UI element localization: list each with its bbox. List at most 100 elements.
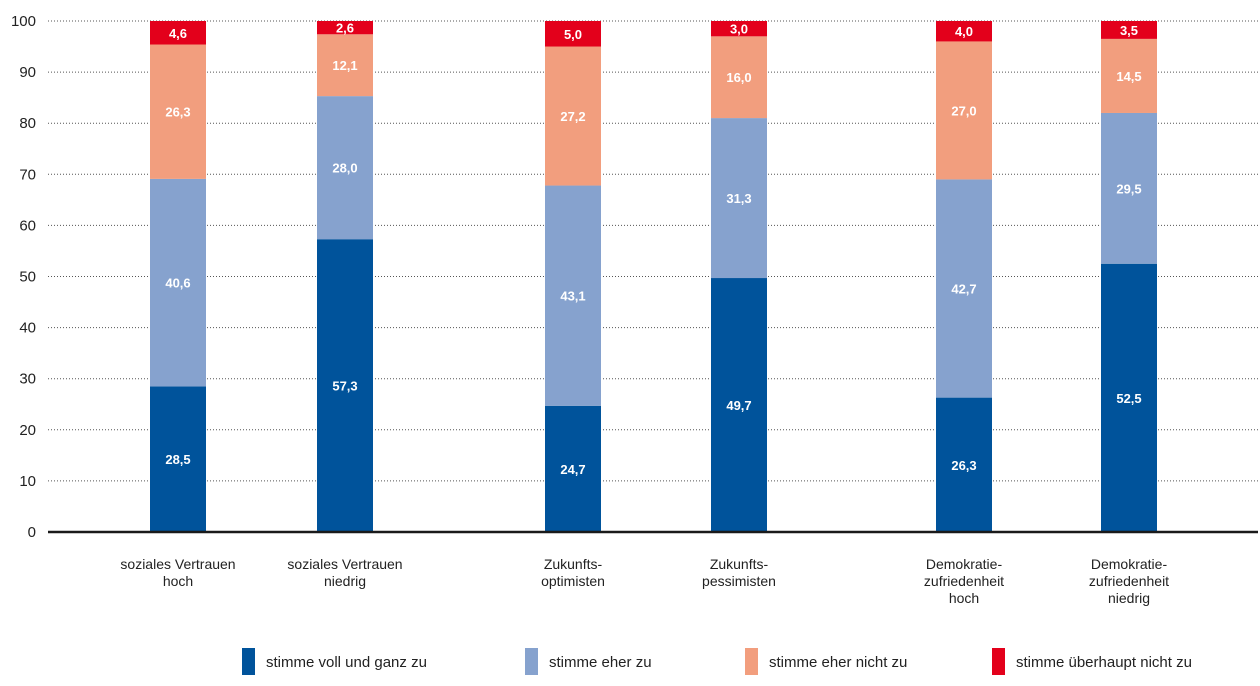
- data-label: 29,5: [1116, 181, 1141, 196]
- data-label: 40,6: [165, 276, 190, 291]
- data-label: 3,0: [730, 22, 748, 37]
- y-tick-label: 30: [19, 371, 36, 388]
- y-tick-label: 50: [19, 269, 36, 286]
- x-tick-label: soziales Vertrauen niedrig: [287, 556, 402, 589]
- bar-segment: [711, 118, 767, 279]
- y-tick-label: 70: [19, 166, 36, 183]
- data-label: 4,0: [955, 24, 973, 39]
- legend-label: stimme eher nicht zu: [769, 654, 907, 671]
- bar-segment: [545, 21, 601, 47]
- x-tick-label-line: hoch: [949, 590, 979, 606]
- bar-segment: [1101, 38, 1157, 113]
- data-label: 52,5: [1116, 391, 1141, 406]
- bar-segment: [150, 21, 206, 45]
- bar-segment: [545, 405, 601, 532]
- x-tick-label-line: soziales Vertrauen: [287, 556, 402, 572]
- x-tick-label-line: Demokratie-: [1091, 556, 1168, 572]
- bar-segment: [317, 239, 373, 532]
- x-tick-label-line: Zukunfts-: [710, 556, 769, 572]
- data-label: 26,3: [165, 105, 190, 120]
- bar-segment: [711, 278, 767, 532]
- grid-lines: [48, 20, 1258, 482]
- bar-segment: [545, 185, 601, 406]
- y-tick-label: 80: [19, 115, 36, 132]
- bar-segment: [711, 36, 767, 119]
- x-tick-label-line: soziales Vertrauen: [120, 556, 235, 572]
- bars: 28,5 40,6 26,3 4,6 57,3 28,0 12,1 2,6 24,7 43,1 27…: [150, 21, 1157, 532]
- data-label: 14,5: [1116, 69, 1141, 84]
- x-tick-label-line: zufriedenheit: [924, 573, 1004, 589]
- x-tick-label-line: niedrig: [1108, 590, 1150, 606]
- bar-segment: [317, 96, 373, 240]
- y-tick-label: 100: [11, 13, 36, 30]
- legend-label: stimme voll und ganz zu: [266, 654, 427, 671]
- y-tick-label: 20: [19, 422, 36, 439]
- data-label: 43,1: [560, 289, 585, 304]
- legend-swatch: [242, 648, 255, 675]
- legend-swatch: [745, 648, 758, 675]
- bar-segment: [936, 397, 992, 532]
- data-label: 26,3: [951, 458, 976, 473]
- x-tick-label: Zukunfts-pessimisten: [702, 556, 776, 589]
- y-tick-label: 10: [19, 473, 36, 490]
- y-axis-ticks: 0 10 20 30 40 50 60 70 80 90 100: [11, 13, 36, 541]
- bar-segment: [936, 179, 992, 398]
- x-tick-label-line: Demokratie-: [926, 556, 1003, 572]
- x-tick-label-line: optimisten: [541, 573, 605, 589]
- data-label: 16,0: [726, 70, 751, 85]
- data-label: 5,0: [564, 27, 582, 42]
- legend-item: stimme eher nicht zu: [745, 648, 907, 675]
- bar-segment: [936, 21, 992, 42]
- legend-swatch: [992, 648, 1005, 675]
- bar-stack: 49,7 31,3 16,0 3,0: [711, 21, 767, 532]
- legend-swatch: [525, 648, 538, 675]
- data-label: 42,7: [951, 282, 976, 297]
- data-label: 31,3: [726, 191, 751, 206]
- legend-label: stimme überhaupt nicht zu: [1016, 654, 1192, 671]
- data-label: 28,5: [165, 452, 190, 467]
- bar-segment: [1101, 263, 1157, 532]
- legend-item: stimme überhaupt nicht zu: [992, 648, 1192, 675]
- x-tick-label-line: Zukunfts-: [544, 556, 603, 572]
- bar-segment: [150, 44, 206, 179]
- data-label: 2,6: [336, 21, 354, 36]
- data-label: 27,0: [951, 103, 976, 118]
- legend-label: stimme eher zu: [549, 654, 652, 671]
- bar-stack: 26,3 42,7 27,0 4,0: [936, 21, 992, 532]
- x-tick-label: Demokratie-zufriedenheit niedrig: [1089, 556, 1169, 606]
- y-tick-label: 40: [19, 320, 36, 337]
- bar-segment: [545, 46, 601, 186]
- bar-segment: [1101, 21, 1157, 39]
- bar-stack: 24,7 43,1 27,2 5,0: [545, 21, 601, 532]
- y-tick-label: 90: [19, 64, 36, 81]
- bar-stack: 28,5 40,6 26,3 4,6: [150, 21, 206, 532]
- x-tick-label-line: hoch: [163, 573, 193, 589]
- data-label: 24,7: [560, 462, 585, 477]
- bar-stack: 52,5 29,5 14,5 3,5: [1101, 21, 1157, 532]
- bar-segment: [317, 21, 373, 35]
- x-tick-label-line: niedrig: [324, 573, 366, 589]
- bar-segment: [936, 41, 992, 180]
- x-tick-label-line: pessimisten: [702, 573, 776, 589]
- data-label: 28,0: [332, 161, 357, 176]
- data-label: 12,1: [332, 58, 357, 73]
- legend-item: stimme eher zu: [525, 648, 652, 675]
- bar-segment: [317, 34, 373, 97]
- data-label: 3,5: [1120, 23, 1138, 38]
- x-tick-label-line: zufriedenheit: [1089, 573, 1169, 589]
- bar-segment: [150, 178, 206, 387]
- y-tick-label: 60: [19, 217, 36, 234]
- bar-segment: [150, 386, 206, 532]
- x-tick-label: Zukunfts-optimisten: [541, 556, 605, 589]
- x-tick-label: soziales Vertrauen hoch: [120, 556, 235, 589]
- bar-segment: [1101, 112, 1157, 264]
- y-tick-label: 0: [28, 524, 36, 541]
- bar-segment: [711, 21, 767, 37]
- data-label: 27,2: [560, 109, 585, 124]
- x-tick-label: Demokratie-zufriedenheit hoch: [924, 556, 1004, 606]
- data-label: 49,7: [726, 398, 751, 413]
- data-label: 57,3: [332, 379, 357, 394]
